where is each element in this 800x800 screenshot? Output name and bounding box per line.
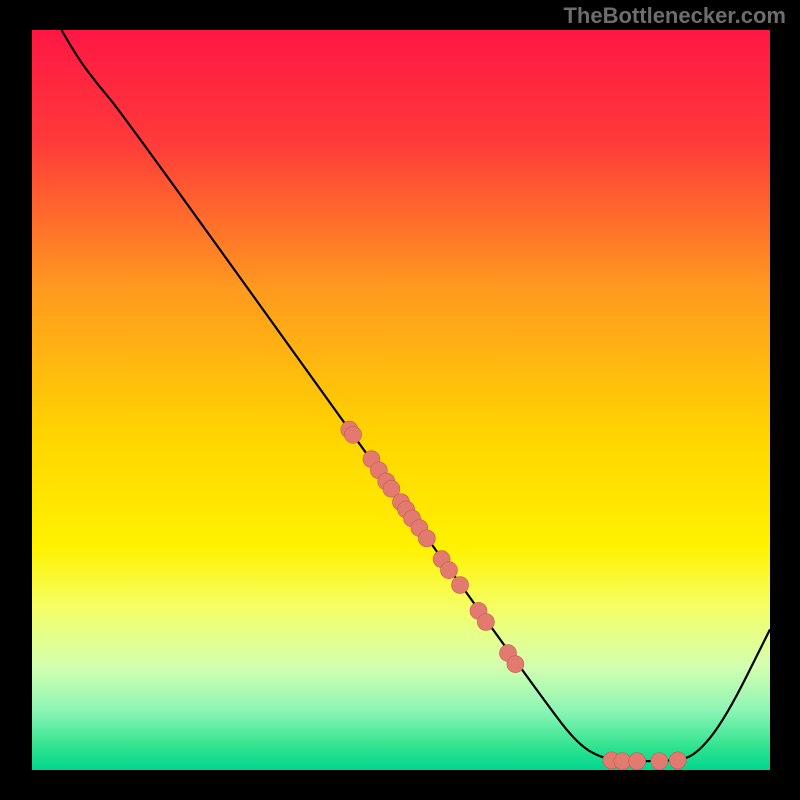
data-marker — [477, 614, 494, 631]
data-marker — [418, 530, 435, 547]
data-marker — [669, 752, 686, 769]
data-marker — [629, 753, 646, 770]
bottleneck-chart — [0, 0, 800, 800]
data-marker — [507, 656, 524, 673]
data-marker — [452, 577, 469, 594]
data-marker — [440, 562, 457, 579]
plot-background — [32, 30, 770, 770]
data-marker — [345, 426, 362, 443]
data-marker — [614, 753, 631, 770]
data-marker — [651, 753, 668, 770]
